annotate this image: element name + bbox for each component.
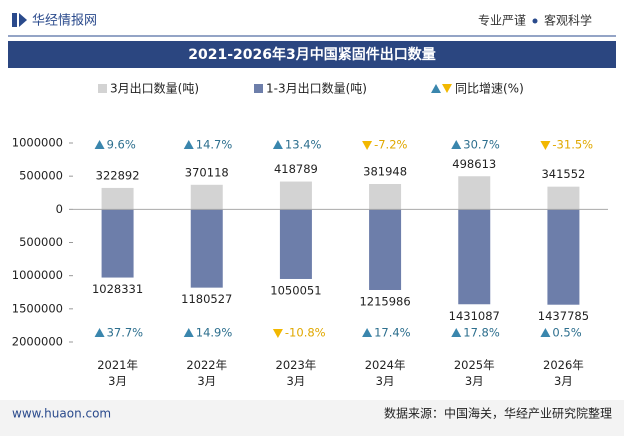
growth-arrow — [362, 328, 373, 337]
data-label: 1180527 — [181, 292, 232, 306]
logo — [19, 13, 27, 27]
data-label: 1050051 — [270, 283, 321, 297]
data-label: 381948 — [363, 164, 407, 178]
data-label: 1437785 — [538, 309, 589, 323]
chart-title: 2021-2026年3月中国紧固件出口数量 — [188, 46, 435, 63]
brand: 华经情报网 — [32, 14, 97, 29]
growth-label: 14.9% — [196, 326, 233, 340]
bar — [101, 209, 134, 278]
bar — [547, 209, 580, 305]
growth-label: -10.8% — [285, 326, 326, 340]
bar — [369, 183, 402, 210]
bar — [190, 209, 223, 288]
x-tick-label: 2021年3月 — [97, 358, 138, 388]
y-tick-label: 1500000 — [12, 301, 63, 315]
footer-band — [0, 400, 624, 436]
growth-label: -7.2% — [374, 138, 407, 152]
dot — [532, 18, 538, 24]
y-tick-label: 0 — [56, 202, 63, 216]
x-tick-label: 2022年3月 — [186, 358, 228, 388]
legend-down — [442, 84, 452, 93]
x-tick-label: 2025年3月 — [453, 358, 495, 388]
x-tick-label: 2024年3月 — [364, 358, 406, 388]
legend-label: 1-3月出口数量(吨) — [266, 81, 367, 96]
growth-arrow — [272, 329, 283, 338]
y-tick-label: 1000000 — [12, 268, 63, 282]
growth-arrow — [451, 140, 462, 149]
bar — [279, 209, 312, 279]
growth-label: 14.7% — [196, 138, 233, 152]
growth-arrow — [183, 140, 194, 149]
growth-label: 17.4% — [374, 326, 411, 340]
legend-label: 同比增速(%) — [455, 82, 524, 96]
y-tick-label: 1000000 — [12, 136, 63, 150]
website: www.huaon.com — [12, 407, 111, 421]
legend-up — [431, 84, 441, 93]
data-label: 1431087 — [449, 309, 500, 323]
bar — [547, 186, 580, 210]
y-tick-label: 500000 — [19, 235, 63, 249]
growth-label: 13.4% — [285, 138, 322, 152]
legend-label: 3月出口数量(吨) — [110, 81, 199, 96]
source: 数据来源：中国海关，华经产业研究院整理 — [384, 406, 612, 421]
growth-arrow — [540, 141, 551, 150]
growth-arrow — [94, 140, 105, 149]
growth-arrow — [451, 328, 462, 337]
data-label: 322892 — [96, 168, 140, 182]
bar — [369, 209, 402, 290]
growth-label: -31.5% — [552, 138, 593, 152]
legend-swatch — [98, 84, 107, 93]
logo — [12, 13, 17, 27]
bar — [458, 209, 491, 305]
slogan: 客观科学 — [544, 13, 592, 28]
x-tick-label: 2026年3月 — [543, 358, 584, 388]
bar — [279, 181, 312, 210]
growth-label: 9.6% — [107, 138, 136, 152]
legend-swatch — [254, 84, 263, 93]
data-label: 370118 — [185, 165, 229, 179]
title-bar — [8, 41, 616, 68]
bar — [458, 176, 491, 210]
growth-arrow — [183, 328, 194, 337]
y-tick-label: 500000 — [19, 169, 63, 183]
growth-arrow — [540, 328, 551, 337]
growth-arrow — [272, 140, 283, 149]
bar — [190, 184, 223, 210]
growth-arrow — [362, 141, 373, 150]
y-tick-label: 2000000 — [12, 335, 63, 349]
growth-arrow — [94, 328, 105, 337]
growth-label: 0.5% — [552, 326, 581, 340]
data-label: 418789 — [274, 162, 318, 176]
data-label: 1215986 — [359, 294, 410, 308]
growth-label: 37.7% — [107, 326, 144, 340]
data-label: 498613 — [452, 157, 496, 171]
growth-label: 17.8% — [463, 326, 500, 340]
growth-label: 30.7% — [463, 138, 500, 152]
bar — [101, 187, 134, 210]
data-label: 1028331 — [92, 282, 143, 296]
data-label: 341552 — [541, 167, 585, 181]
x-tick-label: 2023年3月 — [275, 358, 317, 388]
slogan: 专业严谨 — [478, 13, 526, 28]
